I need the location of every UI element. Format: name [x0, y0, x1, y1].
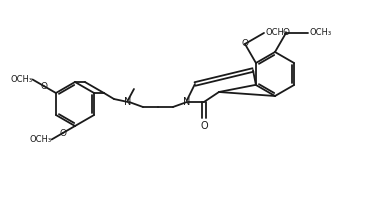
Text: O: O [241, 40, 248, 48]
Text: OCH₃: OCH₃ [30, 135, 52, 144]
Text: O: O [200, 121, 208, 131]
Text: N: N [183, 97, 191, 107]
Text: O: O [59, 129, 66, 138]
Text: OCH₃: OCH₃ [10, 75, 33, 84]
Text: OCH₃: OCH₃ [266, 28, 288, 37]
Text: N: N [124, 97, 132, 107]
Text: OCH₃: OCH₃ [310, 28, 332, 37]
Text: O: O [40, 82, 47, 90]
Text: O: O [283, 28, 290, 37]
